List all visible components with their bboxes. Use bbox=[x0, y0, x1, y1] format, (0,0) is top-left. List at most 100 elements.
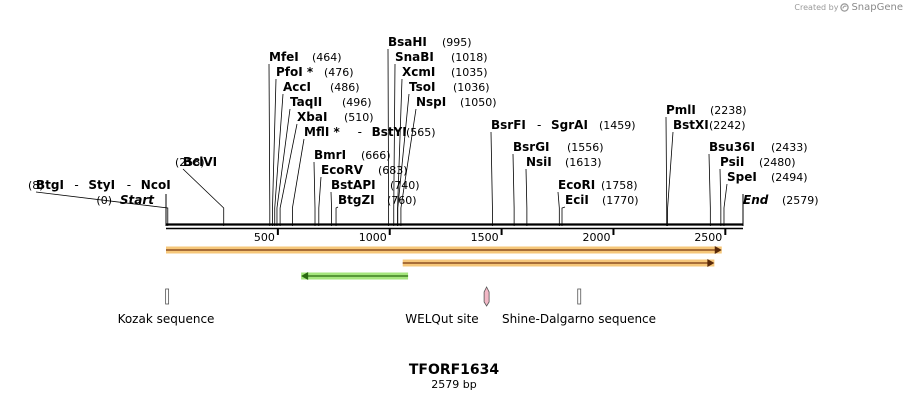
site-position: (1770) bbox=[602, 194, 639, 207]
site-position: (683) bbox=[378, 164, 408, 177]
sequence-backbone bbox=[166, 223, 743, 230]
tick-label: 1000 bbox=[359, 231, 387, 244]
site-leader-line bbox=[490, 131, 493, 226]
tick-label: 500 bbox=[254, 231, 275, 244]
credit-brand: SnapGene bbox=[851, 2, 903, 13]
site-position: (1035) bbox=[451, 66, 488, 79]
enzyme-name[interactable]: AccI bbox=[283, 80, 311, 94]
enzyme-name[interactable]: BsrGI bbox=[513, 140, 550, 154]
enzyme-name[interactable]: BsrFI bbox=[491, 118, 526, 132]
enzyme-name[interactable]: SgrAI bbox=[551, 118, 588, 132]
site-position: (1556) bbox=[567, 141, 604, 154]
enzyme-name[interactable]: StyI bbox=[88, 178, 115, 192]
site-position: (740) bbox=[390, 179, 420, 192]
feature-label: WELQut site bbox=[405, 312, 478, 326]
end-marker-label: End bbox=[743, 193, 769, 207]
site-position: (1459) bbox=[599, 119, 636, 132]
enzyme-name[interactable]: BmrI bbox=[314, 148, 346, 162]
enzyme-name[interactable]: BstAPI bbox=[331, 178, 376, 192]
orf-arrowhead bbox=[707, 259, 715, 267]
site-position: (496) bbox=[342, 96, 372, 109]
site-leaders bbox=[35, 48, 744, 226]
enzyme-name[interactable]: TaqII bbox=[290, 95, 322, 109]
site-leader-line bbox=[400, 108, 417, 226]
enzyme-name[interactable]: PsiI bbox=[720, 155, 744, 169]
tick-label: 2000 bbox=[582, 231, 610, 244]
site-position: (1018) bbox=[451, 51, 488, 64]
site-position: (510) bbox=[344, 111, 374, 124]
site-leader-line bbox=[279, 123, 298, 226]
tick-label: 1500 bbox=[471, 231, 499, 244]
site-separator: - bbox=[74, 178, 78, 192]
credit: Created by SnapGene bbox=[794, 2, 903, 13]
credit-prefix: Created by bbox=[794, 3, 839, 12]
enzyme-name[interactable]: NcoI bbox=[141, 178, 171, 192]
feature-markers: Kozak sequence WELQut site Shine-Dalgarno … bbox=[118, 286, 656, 326]
start-marker-position: (0) bbox=[96, 194, 112, 207]
enzyme-name[interactable]: SnaBI bbox=[395, 50, 434, 64]
enzyme-name[interactable]: XbaI bbox=[297, 110, 327, 124]
enzyme-name[interactable]: XcmI bbox=[402, 65, 435, 79]
enzyme-name[interactable]: BstYI bbox=[372, 125, 407, 139]
enzyme-name[interactable]: EcoRI bbox=[558, 178, 595, 192]
site-position: (2433) bbox=[771, 141, 808, 154]
site-leader-line bbox=[561, 206, 566, 226]
enzyme-name[interactable]: MflI * bbox=[304, 125, 340, 139]
site-leader-line bbox=[557, 191, 560, 226]
feature-marker[interactable] bbox=[577, 288, 582, 305]
ruler-ticks: 500 1000 1500 2000 2500 bbox=[254, 229, 727, 244]
site-leader-line bbox=[35, 191, 169, 226]
site-position: (995) bbox=[442, 36, 472, 49]
end-marker-position: (2579) bbox=[782, 194, 819, 207]
site-leader-line bbox=[292, 138, 305, 226]
site-separator: - bbox=[127, 178, 131, 192]
site-leader-line bbox=[268, 63, 271, 226]
enzyme-name[interactable]: Bsu36I bbox=[709, 140, 755, 154]
map-length: 2579 bp bbox=[431, 378, 476, 391]
site-position: (760) bbox=[387, 194, 417, 207]
enzyme-name[interactable]: MfeI bbox=[269, 50, 299, 64]
enzyme-name[interactable]: PmlI bbox=[666, 103, 696, 117]
site-leader-line bbox=[719, 168, 722, 226]
start-marker-label: Start bbox=[120, 193, 155, 207]
enzyme-name[interactable]: BtgI bbox=[36, 178, 64, 192]
enzyme-name[interactable]: EcoRV bbox=[321, 163, 364, 177]
site-position: (1036) bbox=[453, 81, 490, 94]
site-position: (2494) bbox=[771, 171, 808, 184]
site-leader-line bbox=[397, 93, 410, 226]
site-leader-line bbox=[393, 63, 396, 226]
site-labels: Start(0) End (2579)BtgI - StyI - NcoI(8)BclVI(… bbox=[28, 35, 819, 207]
site-leader-line bbox=[723, 183, 728, 226]
enzyme-name[interactable]: BclVI bbox=[183, 155, 217, 169]
site-position: (1613) bbox=[565, 156, 602, 169]
site-leader-line bbox=[525, 168, 528, 226]
enzyme-name[interactable]: BsaHI bbox=[388, 35, 427, 49]
enzyme-name[interactable]: PfoI * bbox=[276, 65, 314, 79]
orf-arrowhead bbox=[714, 246, 722, 254]
feature-marker[interactable] bbox=[483, 286, 490, 307]
orf-arrowhead bbox=[301, 272, 309, 280]
site-position: (2242) bbox=[709, 119, 746, 132]
orf-arrows bbox=[166, 246, 722, 280]
site-leader-line bbox=[665, 116, 668, 226]
site-leader-line bbox=[182, 168, 225, 226]
enzyme-name[interactable]: EciI bbox=[565, 193, 589, 207]
site-position: (464) bbox=[312, 51, 342, 64]
enzyme-name[interactable]: TsoI bbox=[409, 80, 435, 94]
site-leader-line bbox=[318, 176, 322, 226]
site-leader-line bbox=[272, 78, 277, 226]
enzyme-name[interactable]: SpeI bbox=[727, 170, 757, 184]
enzyme-name[interactable]: NspI bbox=[416, 95, 446, 109]
site-position: (486) bbox=[330, 81, 360, 94]
snapgene-logo-icon bbox=[840, 3, 850, 12]
enzyme-name[interactable]: BstXI bbox=[673, 118, 709, 132]
site-position: (565) bbox=[406, 126, 436, 139]
site-separator: - bbox=[537, 118, 541, 132]
feature-marker[interactable] bbox=[165, 288, 170, 305]
enzyme-name[interactable]: NsiI bbox=[526, 155, 552, 169]
enzyme-name[interactable]: BtgZI bbox=[338, 193, 375, 207]
site-position: (2480) bbox=[759, 156, 796, 169]
site-position: (666) bbox=[361, 149, 391, 162]
site-leader-line bbox=[330, 191, 332, 226]
